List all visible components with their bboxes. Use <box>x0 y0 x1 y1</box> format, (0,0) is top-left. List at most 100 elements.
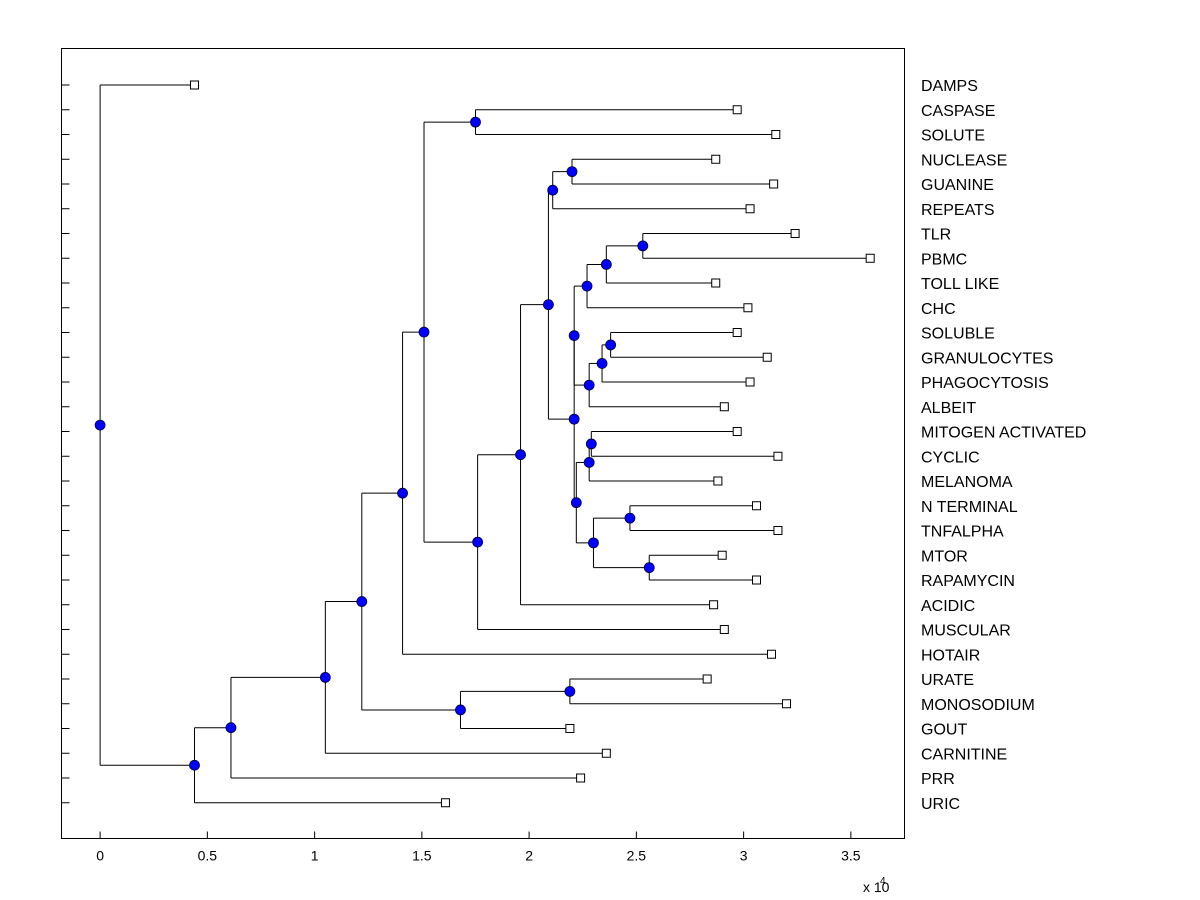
x-tick-label: 1.5 <box>412 848 432 864</box>
leaf-marker <box>751 575 761 585</box>
leaf-marker <box>773 526 783 535</box>
leaf-label: MTOR <box>921 548 968 565</box>
leaf-label: URATE <box>921 672 974 689</box>
leaf-marker <box>865 253 875 263</box>
leaf-label: PRR <box>921 771 955 788</box>
node-marker <box>624 512 636 524</box>
leaf-label: CASPASE <box>921 103 995 120</box>
leaf-marker <box>713 476 723 486</box>
leaf-marker <box>767 649 777 659</box>
leaf-marker <box>711 278 721 288</box>
leaf-label: REPEATS <box>921 202 995 219</box>
x-tick-label: 2.5 <box>627 848 647 864</box>
node-marker <box>588 537 599 549</box>
leaf-label: TOLL LIKE <box>921 276 999 293</box>
leaf-marker <box>717 550 727 560</box>
leaf-marker <box>743 303 753 313</box>
leaf-marker <box>601 748 611 758</box>
node-marker <box>470 116 481 128</box>
leaf-label: GOUT <box>921 722 967 739</box>
leaf-marker <box>440 798 450 808</box>
leaf-marker <box>762 352 772 362</box>
leaf-marker <box>751 501 761 511</box>
leaf-label: TLR <box>921 227 951 244</box>
leaf-label: SOLUBLE <box>921 326 995 343</box>
leaf-marker <box>719 625 729 634</box>
leaf-label: RAPAMYCIN <box>921 573 1015 590</box>
leaf-label: ACIDIC <box>921 598 975 615</box>
node-marker <box>547 184 559 196</box>
node-marker <box>356 596 368 607</box>
leaf-marker <box>782 699 792 709</box>
leaf-label: PBMC <box>921 251 967 268</box>
leaf-label: ALBEIT <box>921 400 976 417</box>
node-marker <box>189 759 200 771</box>
leaf-label: NUCLEASE <box>921 152 1007 169</box>
x-tick-label: 1 <box>311 848 319 864</box>
node-marker <box>605 339 617 351</box>
markers <box>94 80 875 808</box>
node-marker <box>600 259 612 270</box>
leaf-label: DAMPS <box>921 78 978 95</box>
leaf-label: HOTAIR <box>921 647 980 664</box>
node-marker <box>564 685 576 697</box>
leaf-marker <box>771 130 781 139</box>
x-scale-note: x 10 4 <box>863 876 890 895</box>
leaf-marker <box>790 229 800 238</box>
leaf-marker <box>565 724 575 733</box>
leaf-marker <box>732 427 742 436</box>
leaf-label: URIC <box>921 796 960 813</box>
node-marker <box>94 419 106 431</box>
leaf-marker <box>709 600 719 610</box>
leaf-marker <box>732 105 742 115</box>
node-marker <box>472 536 484 548</box>
leaf-label: GUANINE <box>921 177 994 194</box>
node-marker <box>319 672 331 683</box>
x-tick-label: 0 <box>96 848 104 864</box>
node-marker <box>581 280 593 292</box>
leaf-marker <box>719 402 729 412</box>
node-marker <box>568 330 580 341</box>
leaf-label: MUSCULAR <box>921 623 1011 640</box>
leaf-label: N TERMINAL <box>921 499 1018 516</box>
node-marker <box>566 166 578 178</box>
node-marker <box>596 358 608 369</box>
leaf-label: SOLUTE <box>921 128 985 145</box>
leaf-marker <box>711 154 721 164</box>
leaf-marker <box>189 80 199 90</box>
node-marker <box>568 413 580 425</box>
node-marker <box>583 457 595 468</box>
leaf-label: GRANULOCYTES <box>921 350 1053 367</box>
leaf-label: MITOGEN ACTIVATED <box>921 425 1086 442</box>
x-scale-exponent: 4 <box>880 876 886 887</box>
leaf-label: CHC <box>921 301 956 318</box>
leaf-marker <box>773 451 783 461</box>
node-marker <box>543 299 554 311</box>
node-marker <box>515 449 526 461</box>
node-marker <box>585 438 597 450</box>
leaf-marker <box>745 377 755 387</box>
leaf-labels: DAMPS CASPASE SOLUTE NUCLEASE GUANINE REPEATS… <box>921 78 1086 813</box>
node-marker <box>570 497 582 509</box>
leaf-label: MONOSODIUM <box>921 697 1035 714</box>
node-marker <box>643 562 655 574</box>
node-marker <box>397 487 408 499</box>
node-marker <box>583 379 595 391</box>
x-tick-label: 2 <box>525 848 533 864</box>
node-marker <box>225 722 237 734</box>
node-marker <box>418 326 430 338</box>
x-tick-label: 0.5 <box>198 848 218 864</box>
leaf-marker <box>769 179 779 189</box>
x-tick-label: 3.5 <box>841 848 861 864</box>
x-tick-label: 3 <box>740 848 748 864</box>
leaf-marker <box>732 328 742 337</box>
leaf-marker <box>745 204 755 214</box>
leaf-label: CYCLIC <box>921 449 980 466</box>
branches <box>99 84 871 804</box>
plot-background <box>61 48 905 839</box>
axis-ticks: 0 0.5 1 1.5 2 2.5 3 3.5 <box>61 84 861 864</box>
leaf-label: TNFALPHA <box>921 524 1004 541</box>
leaf-label: PHAGOCYTOSIS <box>921 375 1049 392</box>
node-marker <box>637 240 649 252</box>
